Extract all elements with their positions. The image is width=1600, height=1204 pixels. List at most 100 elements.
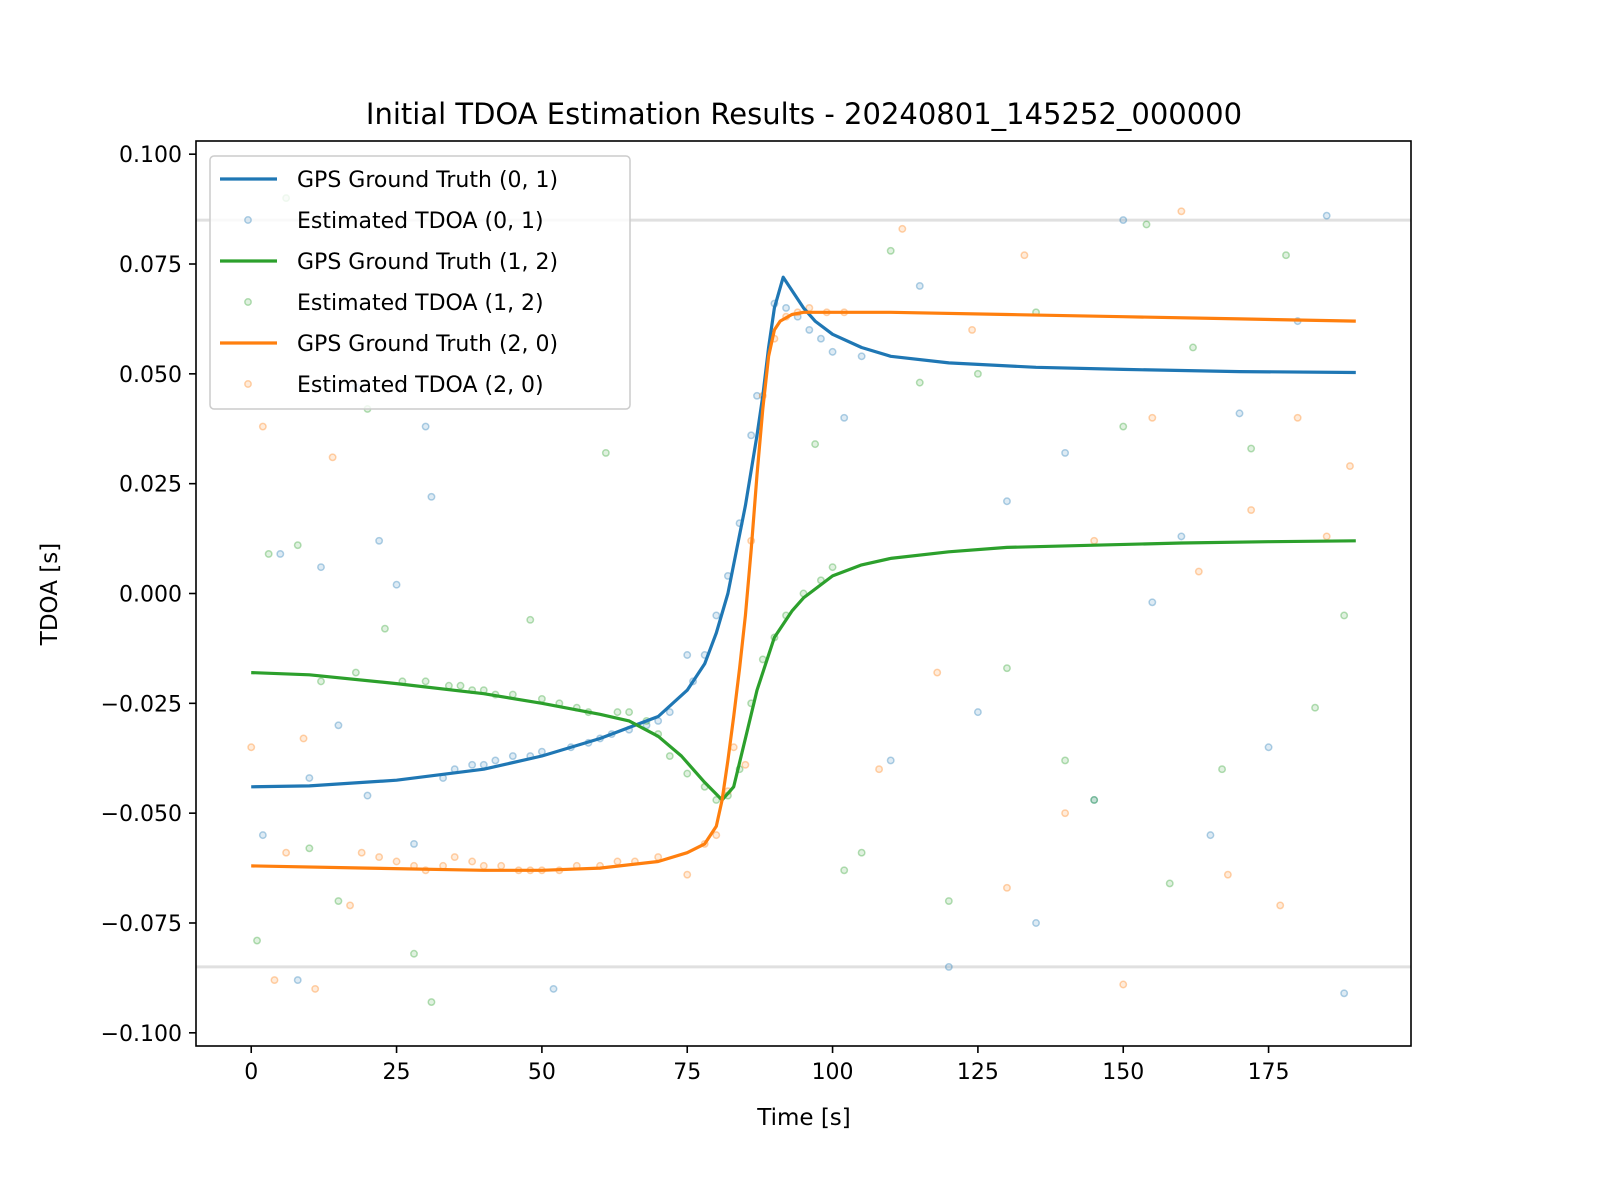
scatter-point [293, 976, 302, 985]
scatter-point [334, 721, 343, 730]
scatter-point [840, 413, 849, 422]
scatter-point [1061, 809, 1070, 818]
scatter-point [1119, 422, 1128, 431]
scatter-point [613, 708, 622, 717]
x-tick-label: 75 [673, 1060, 701, 1085]
scatter-point [915, 378, 924, 387]
scatter-point [915, 282, 924, 290]
scatter-point [683, 651, 692, 659]
scatter-point [258, 831, 267, 840]
scatter-point [1223, 870, 1232, 879]
scatter-point [1340, 989, 1349, 998]
x-tick-label: 125 [957, 1060, 999, 1085]
x-tick-label: 150 [1102, 1060, 1144, 1085]
scatter-point [410, 949, 418, 958]
scatter-point [665, 752, 674, 760]
scatter-point [1165, 879, 1174, 888]
scatter-point [875, 765, 884, 774]
scatter-point [270, 976, 279, 985]
scatter-point [973, 708, 982, 717]
scatter-point [1206, 831, 1215, 840]
scatter-point [328, 453, 337, 462]
scatter-point [258, 422, 267, 431]
scatter-point [392, 857, 401, 866]
scatter-point [1148, 413, 1157, 422]
scatter-point [1020, 251, 1029, 260]
scatter-point [456, 681, 465, 690]
y-axis: 0.100 0.075 0.050 0.025 0.000 −0.025 −0.050 −0.… [101, 143, 196, 1047]
scatter-point [828, 347, 837, 356]
scatter-point [311, 984, 320, 993]
scatter-point [1003, 497, 1011, 506]
series-line [251, 310, 1356, 872]
scatter-point [968, 325, 977, 334]
legend-marker-swatch [244, 380, 252, 388]
scatter-point [276, 550, 285, 558]
legend-label: Estimated TDOA (1, 2) [297, 291, 544, 316]
scatter-point [886, 756, 895, 765]
scatter-point [427, 492, 436, 501]
legend-label: Estimated TDOA (0, 1) [297, 209, 544, 234]
scatter-point [375, 536, 384, 545]
scatter-point [1142, 220, 1151, 229]
scatter-point [410, 839, 418, 848]
scatter-point [973, 369, 982, 378]
scatter-point [857, 352, 866, 361]
scatter-point [1264, 743, 1273, 752]
scatter-point [392, 580, 401, 589]
scatter-point [497, 861, 506, 870]
scatter-point [351, 668, 360, 677]
scatter-point [683, 769, 692, 778]
legend-label: GPS Ground Truth (0, 1) [297, 168, 558, 193]
series-line [251, 539, 1356, 802]
legend-box [209, 155, 631, 410]
scatter-point [1061, 756, 1070, 765]
scatter-point [712, 831, 721, 840]
scatter-point [421, 422, 430, 431]
scatter-point [468, 857, 477, 866]
scatter-point [421, 677, 430, 686]
legend-label: GPS Ground Truth (2, 0) [297, 332, 558, 357]
scatter-point [468, 760, 477, 769]
scatter-point [712, 796, 721, 804]
scatter-point [1346, 462, 1354, 471]
scatter-point [508, 752, 517, 760]
chart-title: Initial TDOA Estimation Results - 202408… [366, 97, 1242, 131]
x-tick-label: 0 [244, 1060, 258, 1085]
scatter-point [1218, 765, 1227, 774]
x-axis: 0 25 50 75 100 125 150 175 [244, 1046, 1290, 1085]
scatter-point [299, 734, 308, 743]
scatter-point [1194, 567, 1203, 576]
scatter-point [944, 962, 953, 971]
scatter-point [857, 848, 866, 857]
scatter-point [1282, 251, 1290, 260]
scatter-point [741, 760, 750, 769]
scatter-point [1177, 207, 1186, 216]
scatter-point [665, 708, 674, 717]
y-tick-label: 0.100 [119, 143, 182, 168]
scatter-point [375, 853, 384, 862]
scatter-point [282, 848, 291, 857]
scatter-point [1276, 901, 1285, 910]
scatter-point [712, 611, 721, 620]
scatter-point [1247, 506, 1256, 514]
scatter-point [363, 791, 372, 800]
scatter-point [380, 624, 389, 633]
scatter-point [479, 861, 488, 870]
scatter-point [1235, 409, 1244, 418]
legend-marker-swatch [244, 216, 252, 224]
scatter-point [1247, 444, 1256, 453]
y-tick-label: 0.025 [119, 473, 182, 498]
scatter-point [933, 668, 942, 677]
scatter-point [491, 756, 500, 765]
scatter-point [1090, 796, 1099, 804]
scatter-point [1148, 598, 1157, 607]
x-tick-label: 25 [383, 1060, 411, 1085]
scatter-point [526, 615, 535, 624]
scatter-point [898, 224, 907, 233]
scatter-point [747, 431, 756, 440]
y-tick-label: 0.050 [119, 363, 182, 388]
x-tick-label: 175 [1248, 1060, 1290, 1085]
scatter-point [264, 550, 273, 558]
scatter-point [1311, 703, 1320, 712]
